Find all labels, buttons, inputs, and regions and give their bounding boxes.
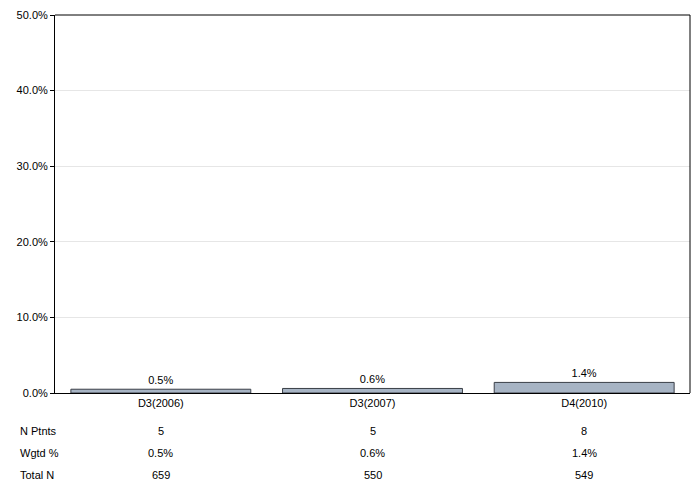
svg-text:549: 549 xyxy=(575,469,593,481)
svg-text:659: 659 xyxy=(152,469,170,481)
svg-text:D3(2007): D3(2007) xyxy=(350,397,396,409)
svg-text:0.0%: 0.0% xyxy=(23,387,48,399)
svg-text:Total N: Total N xyxy=(20,469,54,481)
svg-text:550: 550 xyxy=(364,469,382,481)
svg-text:Wgtd %: Wgtd % xyxy=(20,447,59,459)
svg-text:20.0%: 20.0% xyxy=(17,236,48,248)
svg-text:10.0%: 10.0% xyxy=(17,311,48,323)
svg-text:30.0%: 30.0% xyxy=(17,160,48,172)
svg-text:50.0%: 50.0% xyxy=(17,9,48,21)
svg-text:N Ptnts: N Ptnts xyxy=(20,425,57,437)
svg-text:5: 5 xyxy=(158,425,164,437)
svg-text:40.0%: 40.0% xyxy=(17,84,48,96)
svg-text:1.4%: 1.4% xyxy=(572,447,597,459)
svg-text:1.4%: 1.4% xyxy=(572,367,597,379)
svg-text:0.5%: 0.5% xyxy=(148,447,173,459)
svg-text:8: 8 xyxy=(581,425,587,437)
svg-text:D4(2010): D4(2010) xyxy=(561,397,607,409)
svg-text:D3(2006): D3(2006) xyxy=(138,397,184,409)
svg-text:0.5%: 0.5% xyxy=(148,374,173,386)
svg-text:5: 5 xyxy=(370,425,376,437)
svg-text:0.6%: 0.6% xyxy=(360,373,385,385)
svg-text:0.6%: 0.6% xyxy=(360,447,385,459)
